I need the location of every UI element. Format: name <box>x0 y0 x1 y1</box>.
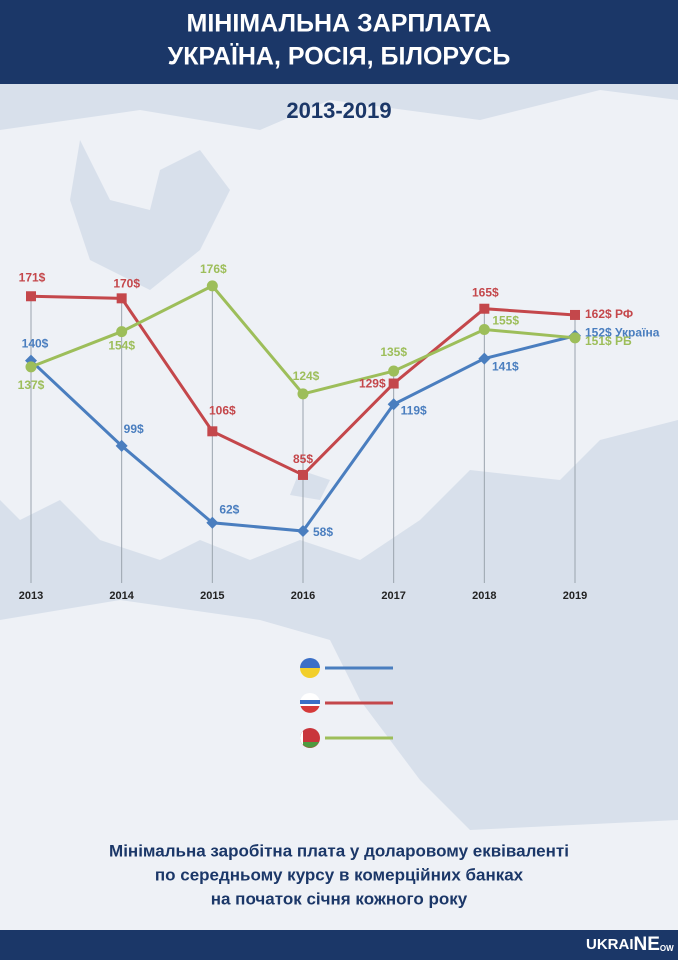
x-tick-label: 2015 <box>200 590 224 602</box>
value-label: 137$ <box>18 378 45 392</box>
value-label-text: 129$ <box>359 377 386 391</box>
value-label-text: 85$ <box>293 452 313 466</box>
plot: 2013 2014 2015 2016 2017 2018 2019 140$ 99$ 62$ 58… <box>18 262 660 602</box>
value-label: 129$ <box>359 377 386 391</box>
note-line: на початок січня кожного року <box>211 889 468 908</box>
value-label: 152$ Україна <box>585 326 660 340</box>
marker <box>207 426 218 437</box>
note-line: по середньому курсу в комерційних банках <box>155 865 524 884</box>
x-tick-label: 2013 <box>19 590 43 602</box>
marker <box>297 525 309 538</box>
subtitle: 2013-2019 <box>286 98 391 123</box>
value-label: 62$ <box>219 503 239 517</box>
marker <box>388 378 399 389</box>
value-label-text: 135$ <box>380 345 407 359</box>
value-label-text: 62$ <box>219 503 239 517</box>
value-label-text: 170$ <box>113 277 140 291</box>
series-name: РБ <box>615 334 632 348</box>
value-label-text: 141$ <box>492 360 519 374</box>
series-name: РФ <box>615 307 633 321</box>
x-tick-label: 2017 <box>381 590 405 602</box>
x-tick-label: 2016 <box>291 590 315 602</box>
value-label-text: 140$ <box>22 337 49 351</box>
marker <box>569 332 581 344</box>
title: МІНІМАЛЬНА ЗАРПЛАТА <box>187 10 492 38</box>
value-label-text: 151$ <box>585 334 612 348</box>
marker <box>297 388 309 400</box>
logo-part: OW <box>660 944 674 953</box>
value-label: 141$ <box>492 360 519 374</box>
marker <box>206 280 218 292</box>
value-label: 85$ <box>293 452 313 466</box>
value-label: 119$ <box>401 403 427 417</box>
title: УКРАЇНА, РОСІЯ, БІЛОРУСЬ <box>168 43 511 71</box>
flag-russia <box>300 693 320 713</box>
marker <box>479 303 490 314</box>
value-label-text: 106$ <box>209 403 236 417</box>
marker <box>115 439 128 452</box>
value-label: 106$ <box>209 403 236 417</box>
value-label: 99$ <box>124 422 144 436</box>
value-label: 155$ <box>492 314 519 328</box>
x-tick-label: 2014 <box>109 590 134 602</box>
value-label: 165$ <box>472 286 499 300</box>
x-tick-label: 2019 <box>563 590 587 602</box>
value-label: 135$ <box>380 345 407 359</box>
marker <box>116 293 127 304</box>
flag-belarus <box>300 728 320 748</box>
map <box>0 90 678 930</box>
note: Мінімальна заробітна плата у доларовому … <box>109 841 569 908</box>
marker <box>206 516 219 529</box>
value-label: 124$ <box>293 369 320 383</box>
flag-ukraine <box>300 658 320 678</box>
marker <box>387 398 400 411</box>
marker <box>116 326 128 338</box>
marker <box>26 291 36 302</box>
marker <box>25 361 37 373</box>
marker <box>298 469 308 480</box>
value-label-text: 155$ <box>492 314 519 328</box>
marker <box>388 365 400 377</box>
x-tick-label: 2018 <box>472 590 496 602</box>
value-label: 171$ <box>19 270 46 284</box>
value-label-text: 119$ <box>401 403 427 417</box>
value-label-text: 162$ <box>585 307 612 321</box>
marker <box>478 324 490 336</box>
value-label: 170$ <box>113 277 140 291</box>
value-label: 58$ <box>313 525 333 539</box>
value-label-text: 171$ <box>19 270 46 284</box>
value-label-text: 137$ <box>18 378 45 392</box>
value-label: 162$ РФ <box>585 307 633 321</box>
logo-part: NE <box>634 934 660 955</box>
value-label-text: 165$ <box>472 286 499 300</box>
value-label-text: 176$ <box>200 262 227 276</box>
value-label-text: 58$ <box>313 525 333 539</box>
legend <box>300 658 320 748</box>
value-label: 176$ <box>200 262 227 276</box>
value-label-text: 124$ <box>293 369 320 383</box>
value-label-text: 154$ <box>108 339 135 353</box>
marker <box>570 309 580 320</box>
value-label-text: 152$ <box>585 326 612 340</box>
note-line: Мінімальна заробітна плата у доларовому … <box>109 841 569 860</box>
value-label-text: 99$ <box>124 422 144 436</box>
series-name: Україна <box>615 326 660 340</box>
marker <box>478 352 491 365</box>
footer-bar <box>0 930 678 960</box>
value-label: 154$ <box>108 339 135 353</box>
logo: UKRAINEOW <box>586 934 674 955</box>
value-label: 151$ РБ <box>585 334 632 348</box>
value-label: 140$ <box>22 337 49 351</box>
logo-part: UKRAI <box>586 936 634 953</box>
header-bar <box>0 0 678 84</box>
